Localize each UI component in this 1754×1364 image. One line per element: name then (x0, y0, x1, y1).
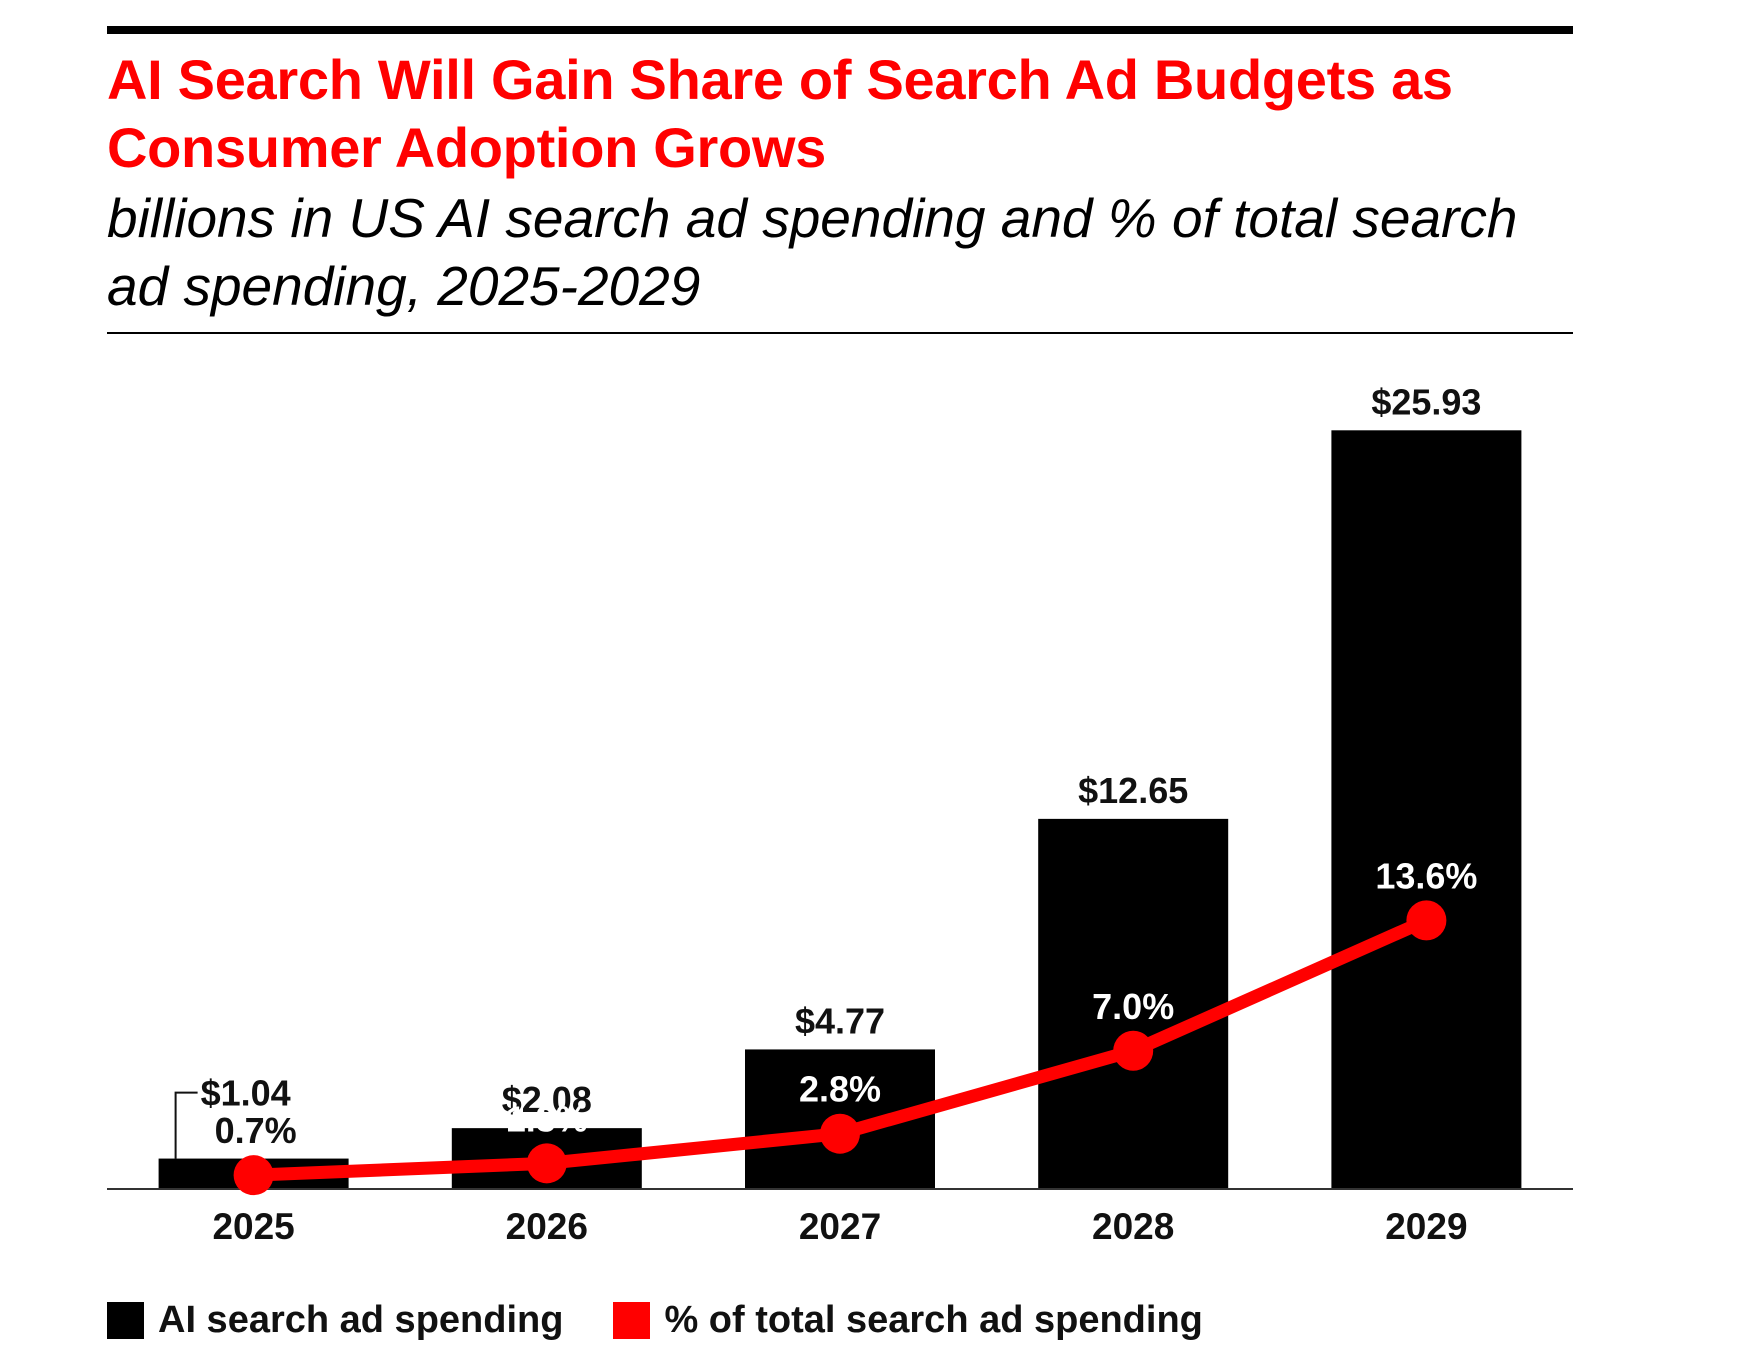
share-point-2028 (1113, 1030, 1154, 1071)
chart-title: AI Search Will Gain Share of Search Ad B… (107, 48, 1453, 179)
legend-item-share: % of total search ad spending (613, 1298, 1203, 1342)
bar-value-label-2027: $4.77 (795, 1000, 885, 1041)
bar-2028 (1038, 818, 1229, 1189)
bar-value-label-2025: $1.04 (201, 1073, 291, 1114)
legend-label-spending: AI search ad spending (158, 1298, 564, 1341)
x-tick-label-2028: 2028 (1092, 1206, 1174, 1247)
x-tick-label-2026: 2026 (506, 1206, 588, 1247)
share-value-label-2027: 2.8% (799, 1069, 881, 1110)
x-tick-label-2025: 2025 (212, 1206, 294, 1247)
share-point-2025 (233, 1155, 274, 1196)
share-point-2026 (526, 1143, 567, 1184)
chart-subtitle: billions in US AI search ad spending and… (107, 187, 1518, 317)
share-value-label-2028: 7.0% (1092, 986, 1174, 1027)
legend-item-spending: AI search ad spending (107, 1299, 563, 1342)
bar-2029 (1331, 430, 1522, 1190)
chart-legend: AI search ad spending % of total search … (107, 1296, 1253, 1344)
share-point-2029 (1406, 900, 1447, 941)
share-value-label-2025: 0.7% (215, 1110, 297, 1151)
legend-swatch-spending (107, 1301, 144, 1339)
top-rule (107, 26, 1573, 34)
share-point-2027 (820, 1113, 860, 1154)
bar-value-label-2028: $12.65 (1078, 770, 1188, 811)
legend-swatch-share (613, 1301, 651, 1339)
bar-value-label-2029: $25.93 (1371, 381, 1481, 422)
bar-value-leader-2025 (174, 1091, 198, 1159)
share-value-label-2029: 13.6% (1375, 855, 1477, 896)
share-value-label-2026: 1.3% (506, 1098, 588, 1139)
x-tick-label-2027: 2027 (799, 1206, 881, 1247)
subtitle-rule (107, 332, 1573, 334)
x-tick-label-2029: 2029 (1385, 1206, 1467, 1247)
bar-value-label-2026: $2.08 (502, 1079, 592, 1120)
legend-label-share: % of total search ad spending (664, 1298, 1203, 1341)
